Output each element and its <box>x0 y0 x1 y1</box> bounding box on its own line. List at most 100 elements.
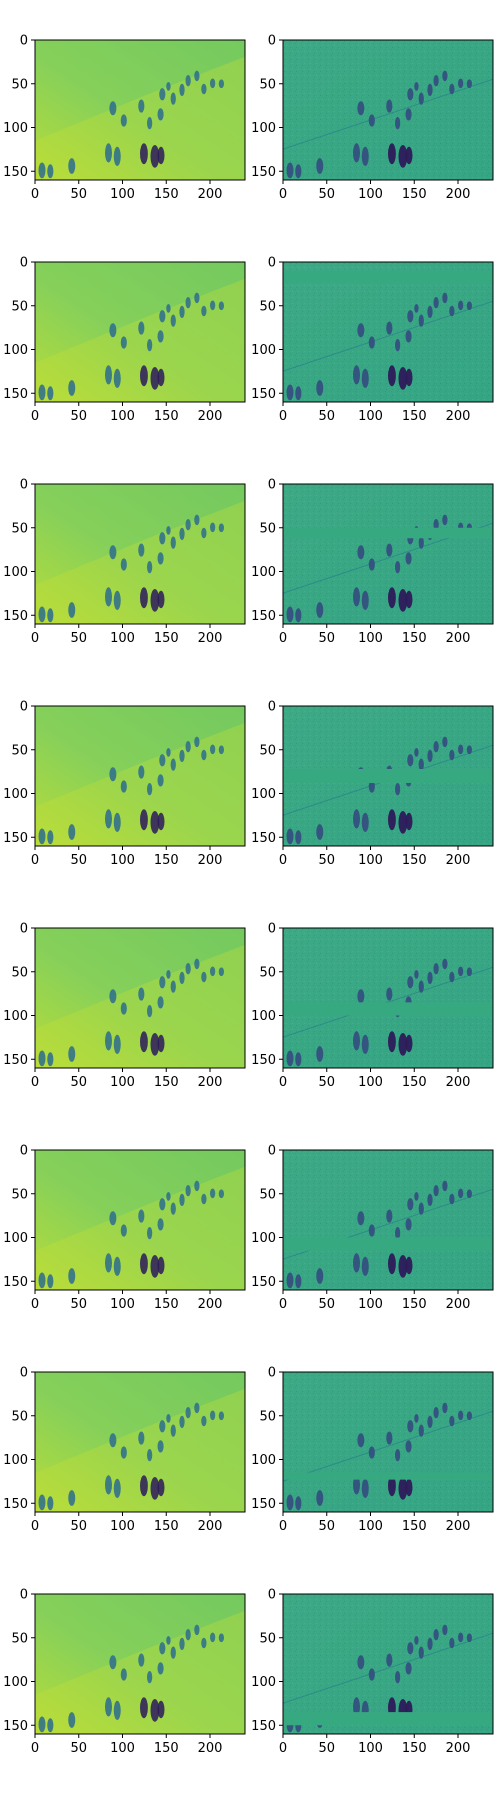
heatmap-image <box>35 262 245 402</box>
y-tick-label: 150 <box>3 1275 28 1290</box>
image-figure <box>405 330 412 343</box>
x-tick-label: 100 <box>110 631 135 646</box>
x-tick-label: 150 <box>154 1519 179 1534</box>
image-figure <box>427 971 433 984</box>
image-figure <box>68 602 76 618</box>
image-figure <box>405 1440 412 1453</box>
heatmap-panel-r1-c1: 0 50 100 150 200 0 50 100 150 <box>3 34 246 202</box>
x-tick-label: 0 <box>31 1519 39 1534</box>
image-figure <box>414 1414 419 1423</box>
image-figure <box>466 1411 472 1421</box>
image-figure <box>295 386 302 401</box>
y-tick-label: 0 <box>268 1366 276 1381</box>
image-figure <box>179 83 185 96</box>
image-figure <box>395 783 401 796</box>
image-figure <box>442 958 448 970</box>
image-figure <box>185 1629 191 1641</box>
image-figure <box>398 367 408 390</box>
y-tick-label: 0 <box>20 1144 28 1159</box>
image-figure <box>449 1637 455 1649</box>
image-figure <box>179 971 185 984</box>
y-tick-label: 50 <box>259 77 276 92</box>
image-figure <box>140 1697 148 1719</box>
image-figure <box>405 1478 413 1497</box>
image-figure <box>105 809 112 829</box>
image-figure <box>185 963 191 975</box>
image-figure <box>105 1031 112 1051</box>
x-tick-label: 200 <box>198 187 223 202</box>
image-figure <box>414 1192 419 1201</box>
image-figure <box>113 368 121 388</box>
image-figure <box>398 1477 408 1500</box>
image-figure <box>361 368 369 388</box>
heatmap-panel-r6-c2: 0 50 100 150 200 0 50 100 150 <box>251 1144 494 1312</box>
image-figure <box>201 527 207 539</box>
x-tick-label: 0 <box>31 853 39 868</box>
image-figure <box>138 987 145 1001</box>
image-figure <box>159 976 166 989</box>
image-figure <box>159 1198 166 1211</box>
image-figure <box>157 774 164 787</box>
x-tick-label: 200 <box>198 1519 223 1534</box>
image-figure <box>449 1193 455 1205</box>
heatmap-panel-r8-c2: 0 50 100 150 200 0 50 100 150 <box>251 1588 494 1756</box>
image-figure <box>179 1415 185 1428</box>
image-figure <box>458 1632 464 1643</box>
image-figure <box>109 1433 117 1448</box>
heatmap-panel-r3-c1: 0 50 100 150 200 0 50 100 150 <box>3 478 246 646</box>
x-tick-label: 150 <box>154 1741 179 1756</box>
image-figure <box>368 558 375 571</box>
image-figure <box>316 380 324 396</box>
image-figure <box>357 545 365 560</box>
image-figure <box>105 365 112 385</box>
image-figure <box>458 1188 464 1199</box>
x-tick-label: 50 <box>70 1741 87 1756</box>
image-figure <box>414 748 419 757</box>
x-tick-label: 150 <box>402 1297 427 1312</box>
image-figure <box>295 164 302 179</box>
image-figure <box>405 108 412 121</box>
image-figure <box>433 297 439 309</box>
image-figure <box>398 589 408 612</box>
image-figure <box>427 1193 433 1206</box>
image-figure <box>105 143 112 163</box>
image-figure <box>150 589 160 612</box>
image-figure <box>113 1256 121 1276</box>
image-figure <box>388 365 396 387</box>
heatmap-panel-r3-c2: 0 50 100 150 200 0 50 100 150 <box>251 478 494 646</box>
image-figure <box>388 143 396 165</box>
image-figure <box>120 780 127 793</box>
y-tick-label: 150 <box>3 831 28 846</box>
image-figure <box>138 1653 145 1667</box>
image-figure <box>353 587 360 607</box>
image-figure <box>113 812 121 832</box>
image-figure <box>147 1227 153 1240</box>
masked-band <box>283 1712 493 1726</box>
x-tick-label: 50 <box>318 853 335 868</box>
x-tick-label: 0 <box>31 187 39 202</box>
heatmap-panel-r5-c2: 0 50 100 150 200 0 50 100 150 <box>251 922 494 1090</box>
heatmap-image <box>283 484 493 624</box>
image-figure <box>47 1274 54 1289</box>
image-figure <box>466 967 472 977</box>
image-figure <box>157 1034 165 1053</box>
axes-frame <box>34 1371 246 1513</box>
image-figure <box>361 590 369 610</box>
image-figure <box>433 1185 439 1197</box>
y-tick-label: 100 <box>3 1675 28 1690</box>
image-figure <box>295 1052 302 1067</box>
image-figure <box>388 809 396 831</box>
image-figure <box>201 83 207 95</box>
x-tick-label: 100 <box>110 853 135 868</box>
image-figure <box>388 1031 396 1053</box>
axes-frame <box>282 483 494 625</box>
image-figure <box>170 92 176 105</box>
image-figure <box>427 83 433 96</box>
image-figure <box>159 1420 166 1433</box>
image-figure <box>357 323 365 338</box>
x-tick-label: 0 <box>279 409 287 424</box>
y-tick-label: 150 <box>251 387 276 402</box>
y-tick-label: 0 <box>20 700 28 715</box>
image-figure <box>166 1414 171 1423</box>
image-figure <box>357 1433 365 1448</box>
